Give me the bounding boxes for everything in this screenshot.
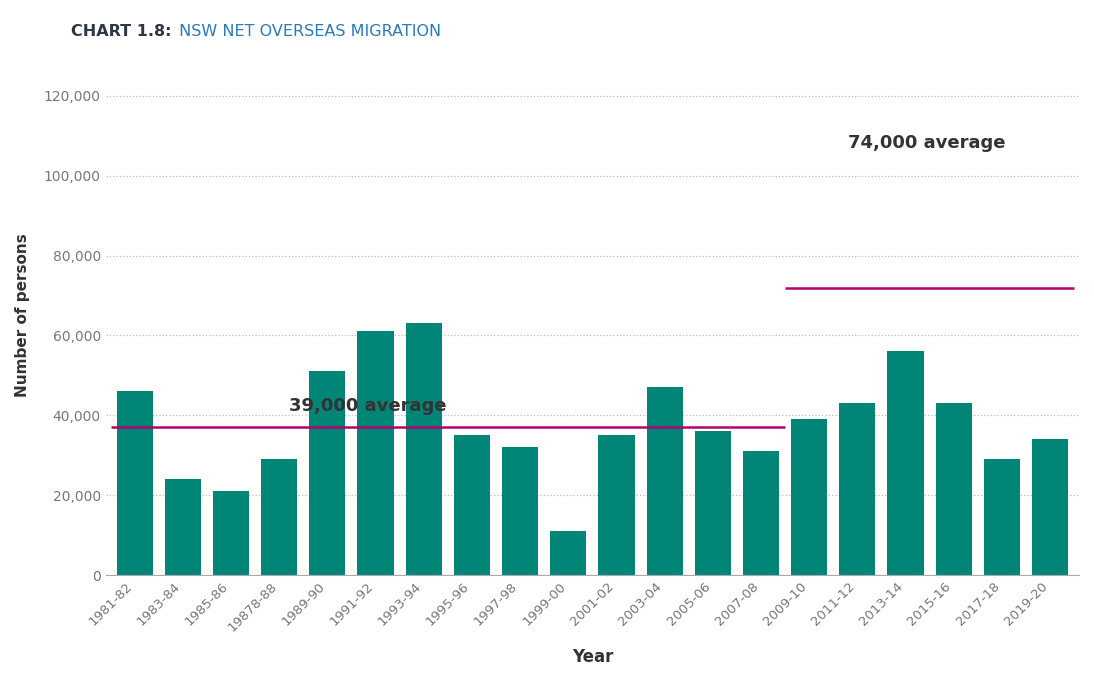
- X-axis label: Year: Year: [572, 648, 613, 666]
- Text: 74,000 average: 74,000 average: [848, 133, 1005, 152]
- Bar: [406, 323, 442, 575]
- Bar: [117, 392, 153, 575]
- Bar: [261, 459, 298, 575]
- Bar: [887, 351, 923, 575]
- Bar: [550, 531, 586, 575]
- Bar: [165, 479, 201, 575]
- Bar: [695, 431, 731, 575]
- Bar: [743, 452, 779, 575]
- Bar: [839, 403, 875, 575]
- Text: NSW NET OVERSEAS MIGRATION: NSW NET OVERSEAS MIGRATION: [174, 24, 441, 39]
- Bar: [454, 435, 490, 575]
- Bar: [502, 447, 538, 575]
- Bar: [984, 459, 1020, 575]
- Bar: [213, 491, 249, 575]
- Bar: [1032, 439, 1068, 575]
- Bar: [647, 387, 683, 575]
- Text: CHART 1.8:: CHART 1.8:: [71, 24, 172, 39]
- Bar: [598, 435, 635, 575]
- Text: 39,000 average: 39,000 average: [289, 397, 446, 415]
- Y-axis label: Number of persons: Number of persons: [15, 234, 30, 397]
- Bar: [310, 371, 346, 575]
- Bar: [935, 403, 971, 575]
- Bar: [791, 419, 827, 575]
- Bar: [358, 332, 394, 575]
